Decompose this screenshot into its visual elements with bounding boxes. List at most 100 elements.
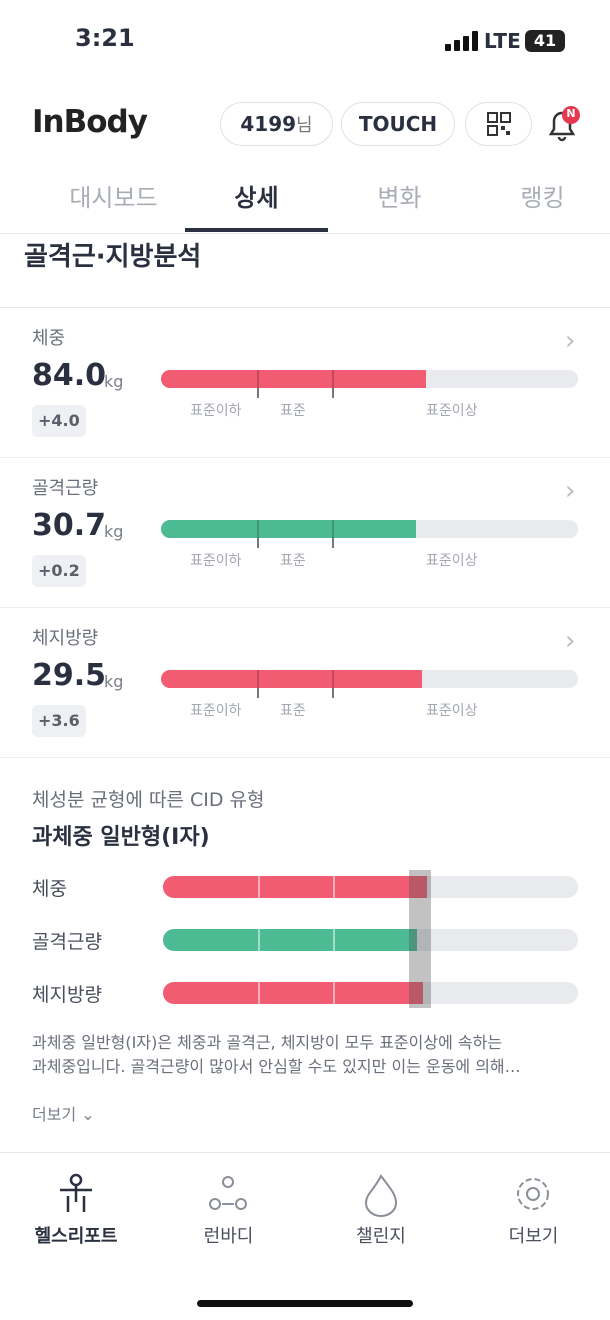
range-tick [257, 370, 259, 388]
more-link[interactable]: 더보기 ⌄ [32, 1105, 95, 1124]
range-fill [161, 370, 426, 388]
icon-settings [517, 1178, 549, 1210]
cid-band [409, 870, 431, 1008]
qr-icon [486, 112, 511, 136]
item-name: 체중 [32, 328, 66, 349]
cid-fill [163, 876, 427, 898]
chevron: › [565, 326, 576, 356]
range-tick [332, 370, 334, 388]
icon-challenge [364, 1174, 398, 1217]
qr-button[interactable] [465, 102, 532, 146]
touch-button[interactable]: TOUCH [341, 102, 455, 146]
cid-fill [163, 929, 417, 951]
chevron: › [565, 476, 576, 506]
tab[interactable]: 대시보드 [69, 184, 158, 212]
scale-label: 표준이하 [190, 403, 242, 419]
item-unit: kg [104, 672, 124, 691]
nav-item[interactable]: 챌린지 [356, 1226, 406, 1247]
nav-icons [60, 1173, 549, 1217]
item-value: 84.0 [32, 358, 107, 393]
cid-track [163, 982, 578, 1004]
icon-report [60, 1173, 92, 1212]
range-tick [332, 520, 334, 538]
scale-label: 표준이하 [190, 553, 242, 569]
range-track [161, 520, 578, 538]
bell-icon[interactable] [545, 106, 581, 142]
nav-divider [0, 1152, 610, 1153]
home-indicator [197, 1300, 413, 1307]
item-name: 체지방량 [32, 628, 99, 649]
tab[interactable]: 랭킹 [520, 184, 565, 212]
item-name: 골격근량 [32, 478, 99, 499]
range-tick [257, 688, 259, 698]
cid-tick [333, 982, 335, 1004]
signal-icon [445, 31, 478, 51]
chevron: › [565, 626, 576, 656]
range-tick [257, 520, 259, 538]
user-pill[interactable]: 4199 님 [220, 102, 333, 146]
battery: 41 [525, 30, 565, 52]
item-change: +4.0 [32, 405, 86, 437]
icon-runbody [209, 1176, 247, 1210]
section-title: 골격근·지방분석 [24, 242, 202, 272]
item-unit: kg [104, 372, 124, 391]
cid-label: 골격근량 [32, 931, 102, 953]
nav-item[interactable]: 헬스리포트 [34, 1226, 118, 1247]
tab[interactable]: 상세 [234, 184, 279, 212]
divider [0, 307, 610, 308]
more-label: 더보기 [32, 1105, 77, 1124]
scale-label: 표준이상 [426, 553, 478, 569]
user-suffix: 님 [296, 115, 313, 136]
cid-label: 체중 [32, 878, 67, 900]
range-tick [332, 388, 334, 398]
cid-description: 과체중 일반형(I자)은 체중과 골격근, 체지방이 모두 표준이상에 속하는 과… [32, 1031, 521, 1079]
nav-item[interactable]: 더보기 [508, 1226, 559, 1247]
item-value: 29.5 [32, 658, 107, 693]
cid-tick [258, 876, 260, 898]
notification-badge: N [566, 107, 576, 120]
description-line: 과체중입니다. 골격근량이 많아서 안심할 수도 있지만 이는 운동에 의해… [32, 1057, 521, 1076]
logo: InBody [32, 104, 148, 140]
item-value: 30.7 [32, 508, 107, 543]
cid-tick [258, 982, 260, 1004]
cid-track [163, 929, 578, 951]
range-tick [257, 670, 259, 688]
range-tick [332, 688, 334, 698]
scale-label: 표준이하 [190, 703, 242, 719]
tab-indicator [185, 228, 328, 232]
item-unit: kg [104, 522, 124, 541]
item-row[interactable]: 골격근량 30.7 kg +0.2 › 표준이하 표준 표준이상 [0, 458, 610, 608]
divider [0, 757, 610, 758]
scale-label: 표준 [280, 553, 306, 569]
range-fill [161, 520, 416, 538]
cid-tick [333, 876, 335, 898]
scale-label: 표준 [280, 703, 306, 719]
cid-label: 체지방량 [32, 984, 102, 1006]
network-label: LTE [484, 29, 521, 53]
item-row[interactable]: 체중 84.0 kg +4.0 › 표준이하 표준 표준이상 [0, 308, 610, 458]
tab[interactable]: 변화 [377, 184, 422, 212]
user-id: 4199 [240, 112, 297, 136]
scale-label: 표준이상 [426, 403, 478, 419]
cid-fill [163, 982, 423, 1004]
range-tick [257, 538, 259, 548]
scale-label: 표준이상 [426, 703, 478, 719]
range-track [161, 370, 578, 388]
cid-tick [258, 929, 260, 951]
range-track [161, 670, 578, 688]
item-change: +0.2 [32, 555, 86, 587]
cid-track [163, 876, 578, 898]
divider [0, 233, 610, 234]
nav-item[interactable]: 런바디 [203, 1226, 254, 1247]
cid-type: 과체중 일반형(I자) [32, 825, 210, 850]
scale-label: 표준 [280, 403, 306, 419]
cid-subtitle: 체성분 균형에 따른 CID 유형 [32, 789, 265, 811]
range-tick [257, 388, 259, 398]
range-fill [161, 670, 422, 688]
range-tick [332, 538, 334, 548]
item-change: +3.6 [32, 705, 86, 737]
item-row[interactable]: 체지방량 29.5 kg +3.6 › 표준이하 표준 표준이상 [0, 608, 610, 758]
status-time: 3:21 [75, 24, 135, 52]
range-tick [332, 670, 334, 688]
